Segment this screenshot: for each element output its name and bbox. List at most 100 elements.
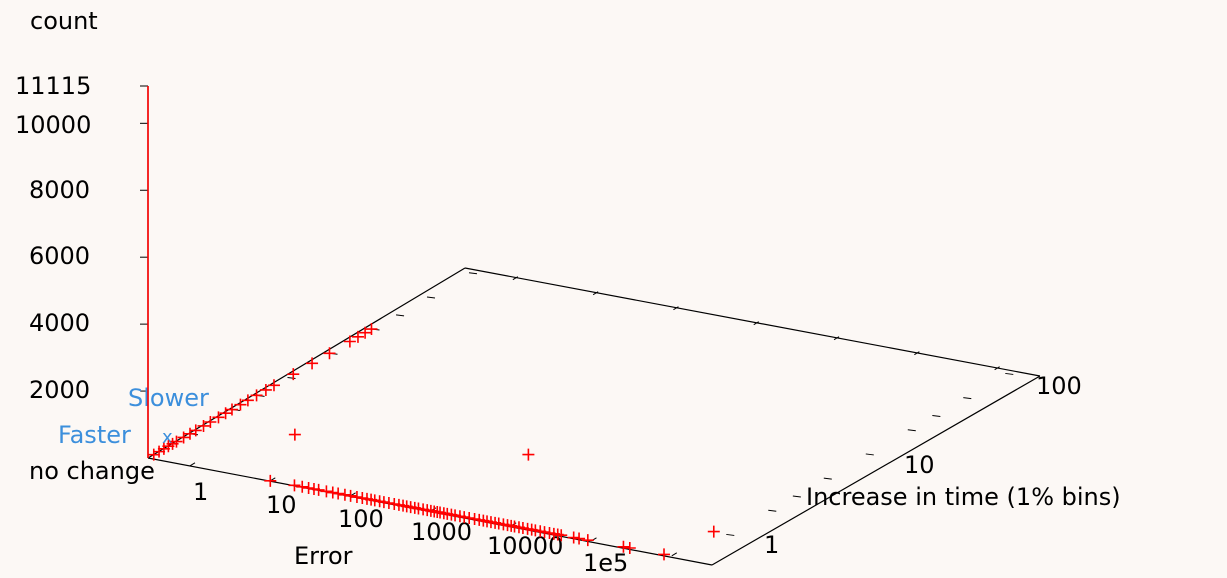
faster-marker: x (162, 427, 173, 448)
y-tick-label: 10 (904, 451, 935, 479)
data-point (326, 486, 339, 499)
data-point (538, 526, 551, 539)
data-point (449, 509, 462, 522)
data-point (212, 411, 225, 424)
z-axis-title: count (30, 7, 98, 35)
data-point (617, 540, 630, 553)
data-point (234, 398, 247, 411)
data-point (338, 488, 351, 501)
data-point (458, 511, 471, 524)
data-point (707, 525, 720, 538)
data-point (382, 497, 395, 509)
no-change-label: no change (29, 457, 155, 485)
axis-tick (932, 415, 941, 418)
z-tick-label: 4000 (29, 309, 90, 337)
data-point (365, 323, 378, 336)
data-point (377, 496, 390, 509)
axis-tick (395, 314, 405, 317)
data-point (197, 419, 210, 432)
axis-tick (823, 477, 832, 480)
data-point (147, 448, 160, 461)
data-point (343, 335, 356, 348)
axis-tick (865, 453, 874, 456)
data-point (623, 542, 636, 554)
data-point (658, 548, 671, 561)
data-point (219, 407, 232, 420)
axis-tick (726, 533, 735, 536)
x-tick-label: 10 (266, 491, 297, 519)
data-point (259, 383, 272, 396)
data-point (225, 403, 238, 416)
data-point (306, 357, 319, 370)
data-point (567, 531, 580, 544)
data-point (287, 368, 300, 381)
z-tick-label: 10000 (15, 111, 91, 139)
data-point (463, 512, 476, 524)
axis-tick (833, 336, 840, 341)
data-point (241, 394, 254, 407)
data-point (332, 487, 345, 500)
data-point (302, 482, 315, 494)
data-point (320, 485, 333, 498)
data-point (177, 431, 190, 444)
data-point (351, 330, 364, 343)
axis-tick (671, 552, 678, 557)
data-point (250, 389, 263, 402)
axis-ticks (140, 85, 1014, 557)
axis-tick (1005, 372, 1014, 375)
data-point (296, 480, 309, 493)
z-tick-label: 8000 (29, 176, 90, 204)
data-point (368, 494, 381, 507)
data-point (522, 448, 535, 461)
data-point (555, 529, 568, 542)
axis-tick (994, 366, 1000, 371)
data-point (344, 489, 357, 502)
axis-tick (768, 509, 777, 512)
axis-tick (287, 377, 296, 379)
x-tick-label: 1e5 (583, 549, 628, 577)
data-point (359, 326, 372, 339)
x-tick-label: 10000 (487, 532, 563, 560)
x-tick-label: 1 (193, 478, 208, 506)
axis-tick (673, 306, 679, 311)
data-point (581, 534, 594, 547)
z-tick-label: 2000 (29, 376, 90, 404)
data-point (267, 379, 280, 392)
data-point (323, 347, 336, 360)
data-point (288, 428, 301, 441)
z-tick-label: 11115 (15, 72, 91, 100)
y-tick-label: 1 (764, 531, 779, 559)
data-point (153, 445, 166, 458)
data-point (573, 532, 586, 545)
data-points (147, 323, 720, 561)
front-y-axis-line (711, 375, 1041, 566)
axis-tick (963, 397, 972, 400)
back-x-axis-line (464, 267, 1041, 377)
data-point (204, 416, 217, 429)
data-point (288, 479, 301, 492)
data-point (189, 424, 202, 437)
axis-tick (468, 272, 478, 275)
axis-tick (189, 462, 196, 467)
data-point (264, 474, 277, 487)
axis-tick (753, 321, 760, 326)
data-point (170, 435, 183, 448)
y-axis-title: Increase in time (1% bins) (806, 483, 1121, 511)
axis-tick (512, 276, 519, 281)
data-point (350, 491, 363, 504)
axis-tick (792, 495, 801, 498)
slower-annotation: Slower (128, 384, 209, 412)
x-axis-title: Error (294, 542, 353, 570)
axis-tick (426, 296, 436, 299)
axis-tick (907, 429, 916, 432)
x-tick-label: 100 (338, 505, 384, 533)
axis-tick (914, 351, 920, 356)
data-point (529, 524, 542, 537)
z-tick-label: 6000 (29, 242, 90, 270)
x-tick-label: 1000 (411, 518, 472, 546)
y-tick-label: 100 (1036, 372, 1082, 400)
data-point (312, 483, 325, 496)
axis-tick (592, 291, 599, 296)
faster-annotation: Faster (58, 421, 131, 449)
